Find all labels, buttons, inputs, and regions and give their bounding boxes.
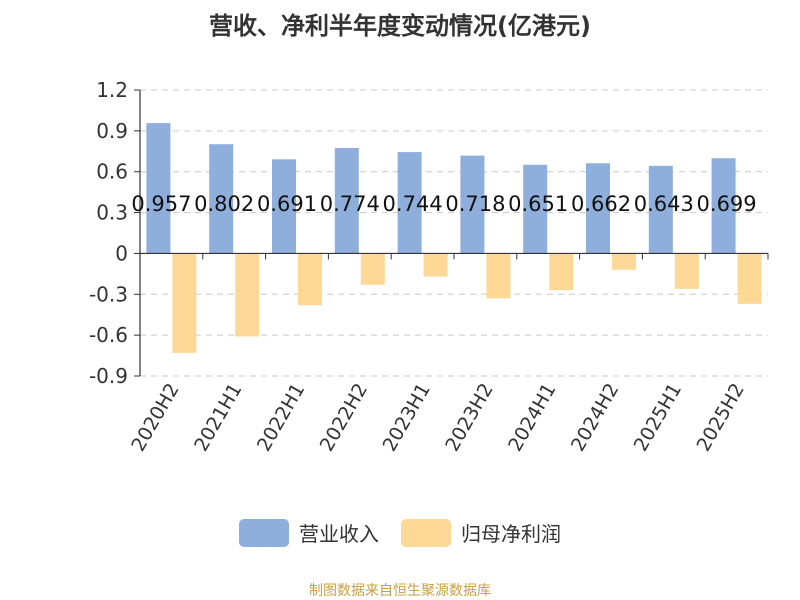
data-label: 0.957 xyxy=(131,192,191,216)
legend-item-revenue[interactable]: 营业收入 xyxy=(239,518,379,547)
bar-revenue-2024H2 xyxy=(586,163,610,254)
x-tick-label: 2025H1 xyxy=(630,380,686,456)
data-label: 0.744 xyxy=(383,192,443,216)
bar-profit-2020H2 xyxy=(172,253,197,353)
bar-profit-2024H1 xyxy=(549,253,574,291)
legend-item-profit[interactable]: 归母净利润 xyxy=(401,518,561,547)
bar-revenue-2023H2 xyxy=(460,155,485,254)
x-tick-label: 2023H2 xyxy=(441,380,497,456)
x-tick-label: 2020H2 xyxy=(127,380,183,456)
data-label: 0.651 xyxy=(508,192,568,216)
legend-label-revenue: 营业收入 xyxy=(299,522,379,546)
bar-profit-2024H2 xyxy=(612,253,636,270)
x-tick-label: 2022H2 xyxy=(316,380,372,456)
x-tick-label: 2021H1 xyxy=(190,380,246,456)
bar-profit-2023H2 xyxy=(486,253,511,299)
y-tick-label: -0.3 xyxy=(89,282,128,306)
bar-revenue-2024H1 xyxy=(523,164,548,254)
legend-swatch-revenue xyxy=(239,518,289,547)
bar-revenue-2025H2 xyxy=(711,158,736,254)
data-label: 0.662 xyxy=(571,192,631,216)
data-label: 0.718 xyxy=(445,192,505,216)
bar-revenue-2025H1 xyxy=(648,165,673,254)
bar-revenue-2021H1 xyxy=(209,144,234,254)
x-tick-label: 2024H1 xyxy=(504,380,560,456)
y-tick-label: 0.9 xyxy=(96,119,128,143)
bar-revenue-2020H2 xyxy=(146,123,171,254)
bar-profit-2022H1 xyxy=(298,253,322,306)
bar-profit-2025H1 xyxy=(674,253,699,289)
y-tick-label: 0.6 xyxy=(96,160,128,184)
bar-profit-2025H2 xyxy=(737,253,762,304)
bar-revenue-2022H2 xyxy=(334,148,359,254)
y-tick-label: 0 xyxy=(115,241,128,265)
data-label: 0.774 xyxy=(320,192,380,216)
x-tick-label: 2025H2 xyxy=(693,380,749,456)
bar-profit-2023H1 xyxy=(423,253,448,277)
y-tick-label: 0.3 xyxy=(96,201,128,225)
bar-revenue-2022H1 xyxy=(272,159,296,254)
x-tick-label: 2023H1 xyxy=(379,380,435,456)
data-label: 0.802 xyxy=(194,192,254,216)
legend: 营业收入 归母净利润 xyxy=(0,518,800,547)
chart-title: 营收、净利半年度变动情况(亿港元) xyxy=(209,12,591,40)
data-labels: 0.957 0.802 0.691 0.774 0.744 0.718 0.651 0.662… xyxy=(131,192,756,216)
bar-profit-2022H2 xyxy=(360,253,385,285)
bars xyxy=(146,123,762,353)
y-tick-label: -0.6 xyxy=(89,323,128,347)
data-label: 0.691 xyxy=(257,192,317,216)
source-note: 制图数据来自恒生聚源数据库 xyxy=(309,583,491,599)
x-tick-label: 2024H2 xyxy=(567,380,623,456)
y-tick-label: -0.9 xyxy=(89,364,128,388)
bar-profit-2021H1 xyxy=(235,253,260,337)
grid-lines xyxy=(140,89,768,377)
bar-revenue-2023H1 xyxy=(397,152,422,254)
legend-swatch-profit xyxy=(401,518,451,547)
x-tick-label: 2022H1 xyxy=(253,380,309,456)
data-label: 0.699 xyxy=(697,192,757,216)
data-label: 0.643 xyxy=(634,192,694,216)
legend-label-profit: 归母净利润 xyxy=(461,522,561,546)
y-tick-label: 1.2 xyxy=(96,78,128,102)
